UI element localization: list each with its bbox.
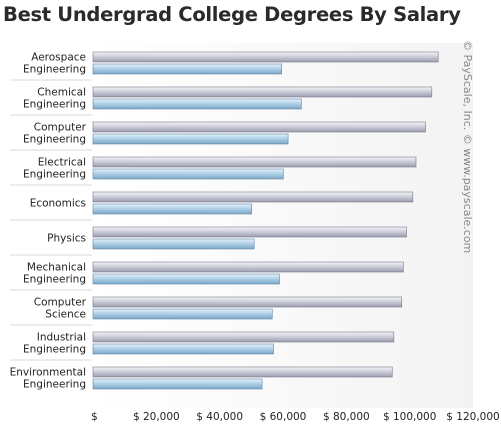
x-tick-label: $ 120,000 bbox=[446, 411, 499, 423]
salary-bar-series-2 bbox=[92, 133, 289, 145]
category-label: Computer bbox=[34, 122, 87, 134]
salary-bar-series-1 bbox=[92, 86, 433, 98]
salary-bar-series-2 bbox=[92, 378, 263, 390]
salary-bar-series-2 bbox=[92, 238, 255, 250]
salary-bar-series-2 bbox=[92, 343, 274, 355]
salary-bar-series-2 bbox=[92, 308, 273, 320]
category-label: Engineering bbox=[23, 169, 86, 181]
salary-bar-series-1 bbox=[92, 191, 414, 203]
category-label: Engineering bbox=[23, 379, 86, 391]
category-label: Economics bbox=[30, 198, 86, 210]
watermark: © PayScale, Inc. © www.payscale.com bbox=[461, 40, 474, 253]
category-label: Physics bbox=[47, 233, 86, 245]
category-label: Science bbox=[45, 309, 86, 321]
salary-bar-series-1 bbox=[92, 261, 404, 273]
x-tick-label: $ 40,000 bbox=[196, 411, 243, 423]
salary-bar-series-2 bbox=[92, 63, 283, 75]
x-tick-label: $ 80,000 bbox=[323, 411, 370, 423]
category-label: Computer bbox=[34, 297, 87, 309]
salary-bar-series-1 bbox=[92, 51, 439, 63]
category-label: Engineering bbox=[23, 64, 86, 76]
salary-bar-series-1 bbox=[92, 366, 393, 378]
category-label: Industrial bbox=[37, 332, 86, 344]
salary-bar-series-1 bbox=[92, 331, 395, 343]
salary-bar-series-2 bbox=[92, 203, 252, 215]
category-label: Chemical bbox=[37, 87, 86, 99]
salary-bar-series-1 bbox=[92, 121, 426, 133]
category-label: Aerospace bbox=[31, 52, 86, 64]
category-label: Engineering bbox=[23, 274, 86, 286]
x-tick-label: $ 60,000 bbox=[260, 411, 307, 423]
salary-bar-series-1 bbox=[92, 226, 407, 238]
salary-bar-series-1 bbox=[92, 296, 403, 308]
category-label: Engineering bbox=[23, 99, 86, 111]
x-tick-label: $ bbox=[91, 411, 98, 423]
chart-title: Best Undergrad College Degrees By Salary bbox=[3, 3, 461, 26]
salary-bar-series-2 bbox=[92, 168, 284, 180]
category-label: Engineering bbox=[23, 134, 86, 146]
category-label: Mechanical bbox=[27, 262, 86, 274]
category-label: Environmental bbox=[10, 367, 86, 379]
category-label: Engineering bbox=[23, 344, 86, 356]
x-tick-label: $ 20,000 bbox=[133, 411, 180, 423]
salary-bar-series-2 bbox=[92, 273, 280, 285]
x-tick-label: $ 100,000 bbox=[383, 411, 436, 423]
category-label: Electrical bbox=[38, 157, 86, 169]
salary-bar-series-2 bbox=[92, 98, 302, 110]
salary-bar-series-1 bbox=[92, 156, 417, 168]
